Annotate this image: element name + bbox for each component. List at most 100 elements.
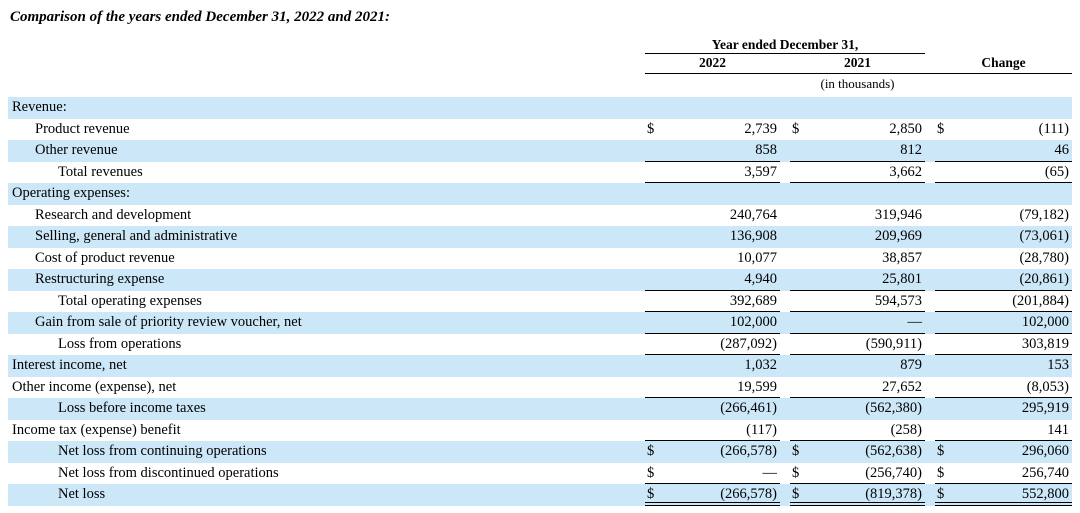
column-gap <box>780 334 790 356</box>
dollar-sign <box>935 377 951 398</box>
cell-change: 153 <box>935 355 1072 377</box>
table-row: Total operating expenses 392,689 594,573… <box>8 291 1072 313</box>
cell-change: 102,000 <box>935 312 1072 334</box>
table-header-span-row: Year ended December 31, <box>8 37 1072 54</box>
cell-value: 141 <box>1047 421 1069 438</box>
dollar-sign <box>790 269 806 290</box>
cell-change: 46 <box>935 140 1072 162</box>
dollar-sign <box>790 420 806 441</box>
cell-value: 4,940 <box>744 271 777 287</box>
dollar-sign <box>645 140 661 161</box>
dollar-sign <box>935 355 951 377</box>
row-label: Loss from operations <box>58 335 182 352</box>
table-row: Total revenues 3,597 3,662 (65) <box>8 162 1072 184</box>
table-row: Cost of product revenue 10,077 38,857 (2… <box>8 248 1072 270</box>
cell-2022: 3,597 <box>645 162 780 183</box>
cell-2021: $ (256,740) <box>790 463 925 484</box>
dollar-sign <box>645 291 661 312</box>
row-label: Restructuring expense <box>35 271 165 287</box>
column-gap <box>780 119 790 141</box>
cell-2021: 25,801 <box>790 269 925 291</box>
dollar-sign <box>790 162 806 183</box>
cell-value: 240,764 <box>729 206 777 223</box>
cell-change: (79,182) <box>935 205 1072 227</box>
column-gap <box>780 398 790 420</box>
cell-value: (20,861) <box>1019 271 1069 287</box>
column-gap <box>780 54 790 73</box>
column-gap <box>925 119 935 141</box>
cell-change: (65) <box>935 162 1072 183</box>
column-gap <box>780 248 790 270</box>
cell-value: 256,740 <box>1021 464 1069 481</box>
cell-value <box>806 97 925 119</box>
table-row: Income tax (expense) benefit (117) (258)… <box>8 420 1072 441</box>
row-label: Other income (expense), net <box>12 378 177 395</box>
cell-change: 141 <box>935 420 1072 441</box>
column-gap <box>925 97 935 119</box>
dollar-sign <box>790 355 806 377</box>
column-gap <box>925 205 935 227</box>
dollar-sign <box>935 183 951 205</box>
dollar-sign <box>645 420 661 441</box>
column-gap <box>925 355 935 377</box>
cell-change: (28,780) <box>935 248 1072 270</box>
column-gap <box>780 162 790 184</box>
page-title: Comparison of the years ended December 3… <box>10 9 390 25</box>
units-spacer <box>935 74 1072 97</box>
dollar-sign: $ <box>647 464 655 481</box>
dollar-sign <box>935 420 951 441</box>
cell-2022: $ (266,578) <box>645 441 780 463</box>
comparison-table: Year ended December 31, 2022 2021 Change… <box>8 37 1072 506</box>
table-row: Net loss from discontinued operations $ … <box>8 463 1072 485</box>
dollar-sign <box>645 377 661 398</box>
cell-2022: (117) <box>645 420 780 441</box>
cell-value: (73,061) <box>1019 228 1069 244</box>
row-label: Revenue: <box>12 99 67 115</box>
cell-2021: (562,380) <box>790 398 925 420</box>
dollar-sign <box>935 248 951 270</box>
cell-value: 209,969 <box>874 228 922 244</box>
column-gap <box>925 183 935 205</box>
cell-2021: 38,857 <box>790 248 925 270</box>
cell-value: 3,597 <box>744 163 777 180</box>
row-label: Selling, general and administrative <box>35 228 238 244</box>
dollar-sign <box>790 248 806 270</box>
row-label: Net loss <box>58 486 106 502</box>
column-gap <box>925 248 935 270</box>
dollar-sign <box>645 162 661 183</box>
cell-value: 1,032 <box>744 357 777 373</box>
cell-2021: 209,969 <box>790 226 925 248</box>
column-gap <box>780 441 790 463</box>
dollar-sign <box>935 398 951 420</box>
dollar-sign <box>790 398 806 420</box>
cell-2021: 3,662 <box>790 162 925 183</box>
cell-2021: (258) <box>790 420 925 441</box>
cell-2021: $ (819,378) <box>790 484 925 506</box>
dollar-sign <box>935 97 951 119</box>
table-row: Net loss $ (266,578) $ (819,378) $ 552,8… <box>8 484 1072 506</box>
cell-2021: 319,946 <box>790 205 925 227</box>
column-gap <box>780 74 790 97</box>
dollar-sign <box>935 140 951 161</box>
cell-change: $ (111) <box>935 119 1072 141</box>
cell-2022: (266,461) <box>645 398 780 420</box>
column-gap <box>780 463 790 485</box>
row-label: Net loss from continuing operations <box>58 443 267 459</box>
column-gap <box>780 291 790 313</box>
column-gap <box>925 269 935 291</box>
cell-2022: 19,599 <box>645 377 780 398</box>
cell-2022 <box>645 97 780 119</box>
dollar-sign <box>790 205 806 227</box>
cell-value: 136,908 <box>729 228 777 244</box>
dollar-sign <box>935 334 951 355</box>
cell-change: (201,884) <box>935 291 1072 312</box>
table-row: Selling, general and administrative 136,… <box>8 226 1072 248</box>
column-gap <box>925 54 935 73</box>
table-row: Revenue: <box>8 97 1072 119</box>
cell-change: 303,819 <box>935 334 1072 355</box>
cell-value: 303,819 <box>1021 335 1069 352</box>
cell-2021: 594,573 <box>790 291 925 312</box>
cell-value: 19,599 <box>737 378 777 395</box>
dollar-sign <box>790 312 806 333</box>
cell-value: — <box>907 314 923 330</box>
